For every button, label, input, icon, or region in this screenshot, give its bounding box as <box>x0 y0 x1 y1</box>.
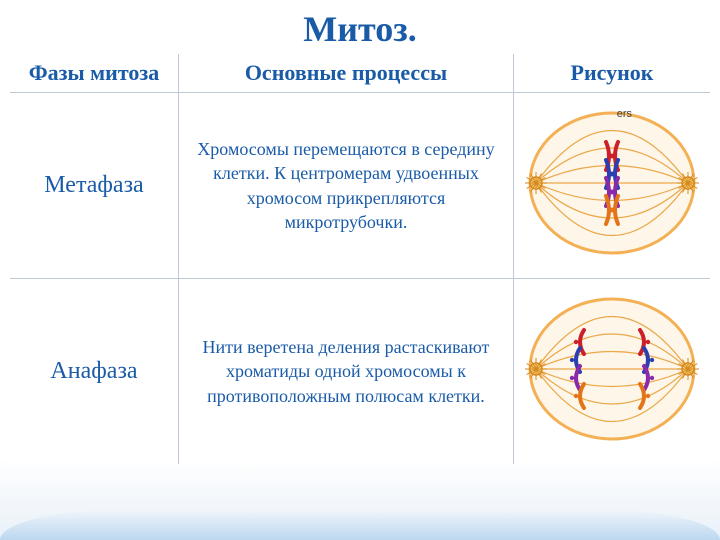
diagram-cell-metaphase <box>513 93 710 279</box>
footer-decoration <box>0 510 720 540</box>
table-row: Метафаза Хромосомы перемещаются в середи… <box>10 93 710 279</box>
table-row: Анафаза Нити веретена деления растаскива… <box>10 279 710 465</box>
slide: Митоз. ers Фазы митоза Основные процессы… <box>0 0 720 540</box>
annotation-ers: ers <box>617 108 632 120</box>
slide-title: Митоз. <box>0 0 720 54</box>
metaphase-diagram <box>522 103 702 263</box>
anaphase-diagram <box>522 289 702 449</box>
process-text-metaphase: Хромосомы перемещаются в середину клетки… <box>187 137 505 234</box>
header-phase: Фазы митоза <box>10 54 178 93</box>
diagram-cell-anaphase <box>513 279 710 465</box>
header-process: Основные процессы <box>178 54 513 93</box>
header-picture: Рисунок <box>513 54 710 93</box>
phase-label-anaphase: Анафаза <box>18 358 170 385</box>
phase-label-metaphase: Метафаза <box>18 172 170 199</box>
mitosis-table: Фазы митоза Основные процессы Рисунок Ме… <box>10 54 710 464</box>
header-row: Фазы митоза Основные процессы Рисунок <box>10 54 710 93</box>
process-text-anaphase: Нити веретена деления растаскивают хрома… <box>187 335 505 408</box>
